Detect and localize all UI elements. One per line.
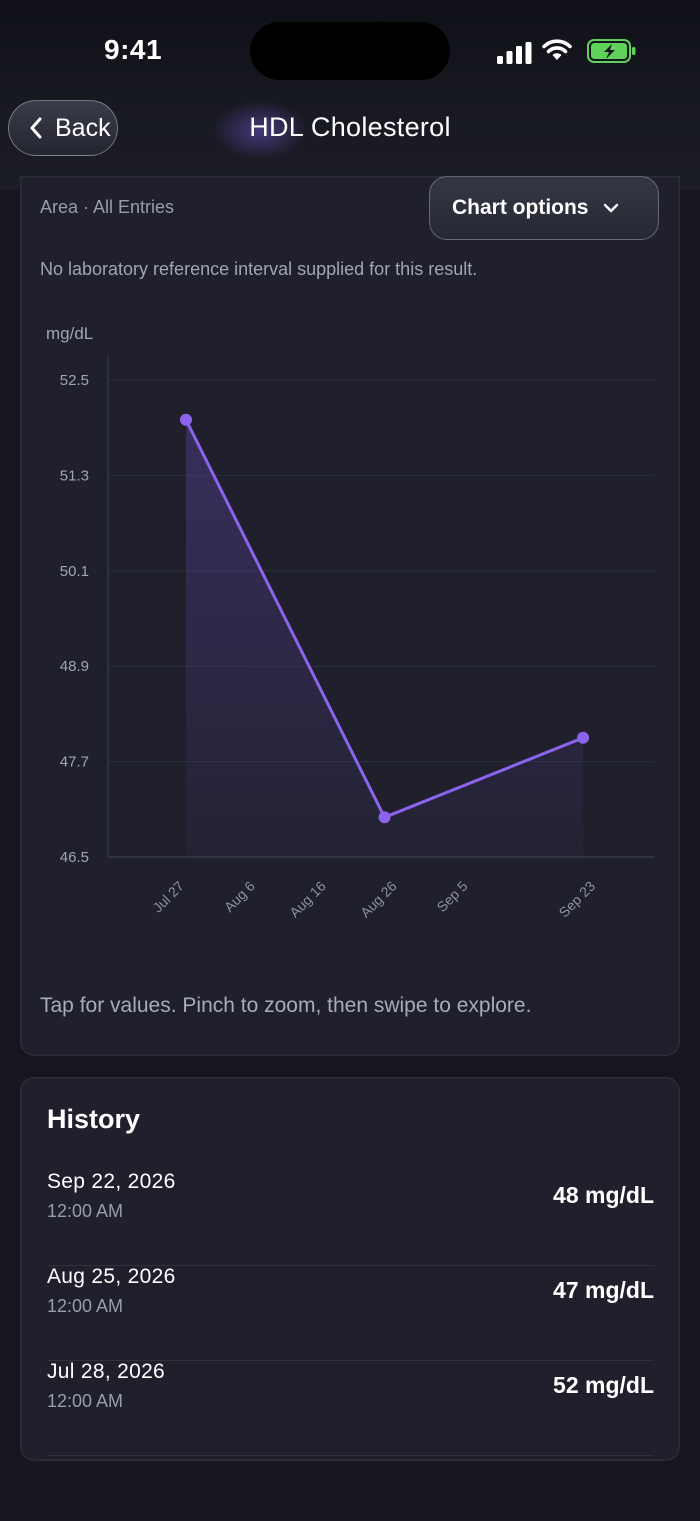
history-time: 12:00 AM bbox=[47, 1391, 124, 1411]
history-value: 47 mg/dL bbox=[553, 1277, 654, 1303]
x-tick-label: Aug 26 bbox=[357, 878, 400, 921]
wifi-icon bbox=[542, 39, 572, 60]
status-time: 9:41 bbox=[104, 34, 163, 65]
hdl-area-chart[interactable]: mg/dL 52.5 51.3 50.1 48.9 47.7 46.5 Jul 27 Aug… bbox=[30, 300, 670, 960]
area-fill bbox=[186, 419, 584, 857]
dynamic-island bbox=[250, 22, 450, 80]
history-value: 52 mg/dL bbox=[553, 1372, 654, 1398]
chart-options-button[interactable]: Chart options bbox=[429, 176, 659, 240]
chart-hint: Tap for values. Pinch to zoom, then swip… bbox=[40, 994, 532, 1017]
data-point[interactable] bbox=[577, 731, 590, 744]
x-tick-label: Jul 27 bbox=[149, 878, 187, 916]
chevron-down-icon bbox=[603, 203, 619, 213]
history-row[interactable]: Sep 22, 2026 12:00 AM 48 mg/dL bbox=[47, 1170, 654, 1266]
data-point[interactable] bbox=[378, 811, 391, 824]
x-tick-label: Aug 6 bbox=[221, 878, 258, 915]
history-row[interactable]: Jul 28, 2026 12:00 AM 52 mg/dL bbox=[47, 1360, 654, 1456]
cellular-signal-icon bbox=[497, 42, 532, 64]
y-tick-label: 50.1 bbox=[60, 563, 89, 580]
back-button-label: Back bbox=[55, 113, 111, 142]
y-tick-label: 52.5 bbox=[60, 372, 89, 389]
chevron-left-icon bbox=[23, 115, 49, 141]
y-tick-label: 47.7 bbox=[60, 754, 89, 771]
battery-charging-icon bbox=[587, 39, 636, 63]
history-value: 48 mg/dL bbox=[553, 1182, 654, 1208]
back-button[interactable]: Back bbox=[8, 100, 118, 156]
history-date: Jul 28, 2026 bbox=[47, 1360, 166, 1383]
y-axis-label: mg/dL bbox=[46, 324, 93, 343]
x-tick-label: Aug 16 bbox=[286, 878, 329, 921]
page-title: HDL Cholesterol bbox=[249, 112, 451, 142]
y-tick-label: 51.3 bbox=[60, 467, 89, 484]
history-date: Sep 22, 2026 bbox=[47, 1170, 176, 1193]
chart-subtitle: Area · All Entries bbox=[40, 197, 175, 217]
reference-note: No laboratory reference interval supplie… bbox=[40, 259, 478, 279]
history-row[interactable]: Aug 25, 2026 12:00 AM 47 mg/dL bbox=[47, 1265, 654, 1361]
chart-options-label: Chart options bbox=[452, 196, 589, 219]
history-date: Aug 25, 2026 bbox=[47, 1265, 176, 1288]
x-tick-label: Sep 23 bbox=[556, 878, 599, 921]
data-point[interactable] bbox=[180, 413, 192, 426]
history-time: 12:00 AM bbox=[47, 1201, 124, 1221]
history-title: History bbox=[47, 1104, 141, 1134]
history-time: 12:00 AM bbox=[47, 1296, 124, 1316]
history-card bbox=[20, 1077, 680, 1461]
y-tick-label: 48.9 bbox=[60, 658, 89, 675]
x-tick-label: Sep 5 bbox=[433, 878, 470, 915]
status-bar: 9:41 bbox=[0, 0, 700, 100]
y-tick-label: 46.5 bbox=[60, 849, 89, 866]
chart-card bbox=[20, 176, 680, 1056]
nav-glow bbox=[212, 100, 308, 160]
